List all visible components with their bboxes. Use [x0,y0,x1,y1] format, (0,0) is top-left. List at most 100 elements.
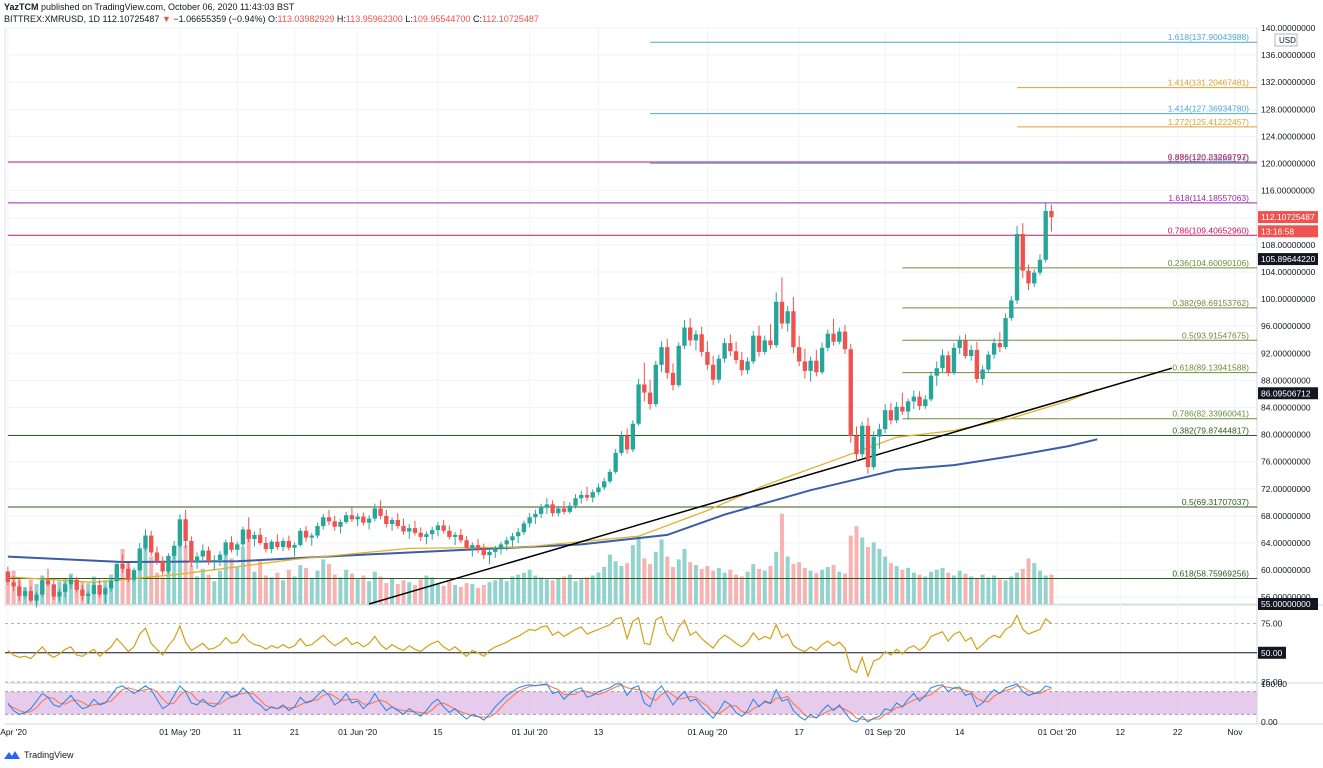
price-tick-label: 64.00000000 [1261,538,1311,548]
time-tick-label: Nov [1227,727,1243,737]
volume-bar [1003,580,1008,604]
candle-body [435,525,441,531]
footer-brand: TradingView [4,750,74,760]
volume-bar [292,576,297,604]
volume-bar [963,573,968,604]
price-label-text: 105.89644220 [1261,254,1316,264]
candle-body [951,347,957,373]
volume-bar [894,566,899,604]
volume-bar [785,556,790,604]
candle-body [567,505,572,512]
time-tick-label: 14 [955,727,965,737]
price-tick-label: 108.00000000 [1261,240,1316,250]
volume-bar [590,575,595,604]
volume-bar [642,558,647,604]
candle-body [739,360,744,371]
candle-body [848,349,853,436]
volume-bar [573,581,578,604]
volume-bar [183,545,188,604]
volume-bar [607,554,612,604]
candle-body [481,549,486,556]
main-pane-frame [4,27,1258,605]
candle-body [189,540,194,562]
open-value: 113.03982929 [277,14,335,24]
volume-bar [281,580,286,604]
volume-bar [974,578,979,604]
candle-body [470,545,475,548]
trendline[interactable] [368,367,1173,605]
volume-bar [745,571,750,604]
close-label: C: [472,14,482,24]
candle-body [882,410,888,430]
candle-body [412,528,418,533]
candle-body [17,586,22,596]
candle-body [705,351,710,365]
candle-body [911,396,917,402]
time-tick-label: 01 May '20 [159,727,201,737]
time-tick-label: 21 [290,727,300,737]
volume-bar [865,547,870,604]
candle-body [28,591,33,601]
candle-body [561,508,567,512]
candle-body [389,519,395,525]
volume-bar [596,572,601,604]
price-tick-label: 96.00000000 [1261,321,1311,331]
fib-level-label: 0.618(89.13941588) [1172,363,1249,373]
volume-bar [355,579,360,604]
candle-body [946,355,951,373]
currency-label[interactable]: USD [1279,36,1296,45]
volume-bar [120,548,125,604]
price-tick-label: 72.00000000 [1261,484,1311,494]
volume-bar [338,577,343,604]
author-name[interactable]: YazTCM [4,2,39,12]
currency-box [1274,33,1298,47]
candle-body [34,594,39,601]
candle-body [607,471,613,482]
candle-body [550,504,555,514]
volume-bar [1032,563,1037,604]
price-label-box [1258,598,1318,610]
candle-body [246,529,251,539]
candle-body [733,351,739,361]
candle-body [860,425,865,455]
volume-bar [349,573,354,604]
volume-bar [453,585,458,604]
volume-bar [980,574,985,604]
moving-average-fast [7,388,1098,583]
published-text: published on TradingView.com, October 06… [41,2,295,12]
volume-bar [487,582,492,604]
volume-bar [613,561,618,604]
candle-body [602,481,607,488]
candle-body [710,364,716,380]
fib-level-label: 0.382(79.87444817) [1172,425,1249,435]
candle-body [332,521,337,527]
volume-bar [774,551,779,604]
volume-bar [258,561,263,604]
symbol-label[interactable]: BITTREX:XMRUSD, 1D [4,14,101,24]
volume-bar [722,572,727,604]
candle-body [642,384,647,393]
price-tick-label: 80.00000000 [1261,430,1311,440]
volume-bar [860,537,865,604]
volume-bar [670,566,676,604]
candle-body [814,360,819,373]
low-value: 109.95544700 [412,14,471,24]
candle-body [917,396,922,407]
candle-body [699,334,704,352]
volume-bar [848,535,853,604]
volume-bar [951,575,956,604]
volume-bar [172,551,177,604]
candle-body [676,345,681,386]
volume-bar [602,566,607,604]
volume-bar [498,578,503,604]
volume-bar [688,562,693,604]
candle-body [263,543,269,550]
price-tick-label: 132.00000000 [1261,77,1316,87]
candle-body [223,542,228,555]
fib-level-label: 0.5(69.31707037) [1182,497,1249,507]
volume-bar [74,585,79,604]
candle-body [974,349,980,380]
volume-bar [504,581,509,604]
volume-bar [1009,576,1014,604]
